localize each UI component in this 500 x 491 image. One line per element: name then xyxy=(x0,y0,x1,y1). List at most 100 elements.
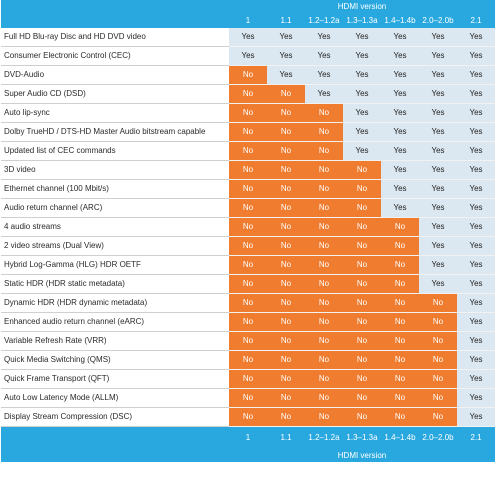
support-cell-yes: Yes xyxy=(457,350,495,370)
support-cell-yes: Yes xyxy=(419,255,457,275)
support-cell-no: No xyxy=(267,198,305,218)
support-cell-yes: Yes xyxy=(457,274,495,294)
support-cell-yes: Yes xyxy=(419,65,457,85)
support-cell-no: No xyxy=(343,407,381,427)
table-row: Consumer Electronic Control (CEC) Yes Yes Y… xyxy=(1,46,495,66)
comparison-table: HDMI version 1 1.1 1.2–1.2a 1.3–1.3a 1.4… xyxy=(1,0,495,462)
support-cell-yes: Yes xyxy=(343,122,381,142)
support-cell-yes: Yes xyxy=(267,65,305,85)
support-cell-no: No xyxy=(343,369,381,389)
support-cell-no: No xyxy=(381,312,419,332)
support-cell-no: No xyxy=(381,369,419,389)
support-cell-yes: Yes xyxy=(305,46,343,66)
support-cell-no: No xyxy=(267,407,305,427)
footer-title: HDMI version xyxy=(229,449,495,462)
version-footer: 1.1 xyxy=(267,426,305,449)
table-row: Full HD Blu-ray Disc and HD DVD video Yes… xyxy=(1,28,495,47)
support-cell-yes: Yes xyxy=(343,28,381,47)
support-cell-no: No xyxy=(267,122,305,142)
support-cell-no: No xyxy=(381,407,419,427)
version-header: 2.1 xyxy=(457,13,495,28)
support-cell-yes: Yes xyxy=(381,122,419,142)
version-footer: 2.1 xyxy=(457,426,495,449)
version-header: 1.3–1.3a xyxy=(343,13,381,28)
support-cell-no: No xyxy=(381,293,419,313)
support-cell-yes: Yes xyxy=(419,84,457,104)
support-cell-yes: Yes xyxy=(457,46,495,66)
support-cell-no: No xyxy=(343,198,381,218)
support-cell-no: No xyxy=(229,84,267,104)
support-cell-no: No xyxy=(381,274,419,294)
feature-label: Enhanced audio return channel (eARC) xyxy=(1,312,229,332)
support-cell-yes: Yes xyxy=(457,65,495,85)
support-cell-yes: Yes xyxy=(343,65,381,85)
support-cell-yes: Yes xyxy=(381,198,419,218)
support-cell-no: No xyxy=(229,407,267,427)
support-cell-no: No xyxy=(381,350,419,370)
feature-label: Ethernet channel (100 Mbit/s) xyxy=(1,179,229,199)
support-cell-no: No xyxy=(305,350,343,370)
support-cell-no: No xyxy=(419,369,457,389)
support-cell-no: No xyxy=(305,388,343,408)
table-row: Quick Frame Transport (QFT) No No No No No No Y… xyxy=(1,369,495,389)
table-row: DVD-Audio No Yes Yes Yes Yes Yes Yes xyxy=(1,65,495,85)
footer-corner xyxy=(1,426,229,449)
table-row: Hybrid Log-Gamma (HLG) HDR OETF No No No No N… xyxy=(1,255,495,275)
support-cell-yes: Yes xyxy=(457,141,495,161)
support-cell-no: No xyxy=(343,274,381,294)
support-cell-yes: Yes xyxy=(457,198,495,218)
support-cell-no: No xyxy=(267,350,305,370)
support-cell-no: No xyxy=(305,369,343,389)
support-cell-no: No xyxy=(267,236,305,256)
table-row: Super Audio CD (DSD) No No Yes Yes Yes Yes Yes xyxy=(1,84,495,104)
support-cell-no: No xyxy=(305,274,343,294)
support-cell-no: No xyxy=(305,103,343,123)
support-cell-yes: Yes xyxy=(419,141,457,161)
feature-label: Auto lip-sync xyxy=(1,103,229,123)
support-cell-no: No xyxy=(229,179,267,199)
version-footer: 2.0–2.0b xyxy=(419,426,457,449)
support-cell-yes: Yes xyxy=(457,369,495,389)
header-title: HDMI version xyxy=(229,0,495,13)
support-cell-yes: Yes xyxy=(457,179,495,199)
support-cell-no: No xyxy=(381,255,419,275)
table-row: Enhanced audio return channel (eARC) No No… xyxy=(1,312,495,332)
version-footer: 1 xyxy=(229,426,267,449)
header-title-row: HDMI version xyxy=(1,0,495,13)
table-row: 4 audio streams No No No No No Yes Yes xyxy=(1,217,495,237)
support-cell-yes: Yes xyxy=(229,28,267,47)
support-cell-yes: Yes xyxy=(305,84,343,104)
feature-label: Hybrid Log-Gamma (HLG) HDR OETF xyxy=(1,255,229,275)
support-cell-no: No xyxy=(229,312,267,332)
feature-label: Quick Frame Transport (QFT) xyxy=(1,369,229,389)
support-cell-no: No xyxy=(305,293,343,313)
table-row: Quick Media Switching (QMS) No No No No No No Y… xyxy=(1,350,495,370)
support-cell-no: No xyxy=(305,217,343,237)
support-cell-no: No xyxy=(381,217,419,237)
support-cell-no: No xyxy=(267,84,305,104)
support-cell-no: No xyxy=(419,407,457,427)
support-cell-no: No xyxy=(381,331,419,351)
support-cell-yes: Yes xyxy=(457,103,495,123)
support-cell-no: No xyxy=(419,350,457,370)
support-cell-no: No xyxy=(267,274,305,294)
support-cell-no: No xyxy=(229,369,267,389)
support-cell-yes: Yes xyxy=(267,46,305,66)
header-corner xyxy=(1,0,229,13)
support-cell-yes: Yes xyxy=(457,312,495,332)
support-cell-no: No xyxy=(343,331,381,351)
feature-label: Static HDR (HDR static metadata) xyxy=(1,274,229,294)
support-cell-no: No xyxy=(267,369,305,389)
support-cell-yes: Yes xyxy=(457,84,495,104)
support-cell-yes: Yes xyxy=(419,217,457,237)
version-header: 2.0–2.0b xyxy=(419,13,457,28)
table-row: 2 video streams (Dual View) No No No No No Yes… xyxy=(1,236,495,256)
version-header: 1.1 xyxy=(267,13,305,28)
support-cell-yes: Yes xyxy=(419,28,457,47)
support-cell-no: No xyxy=(381,388,419,408)
support-cell-no: No xyxy=(305,255,343,275)
support-cell-no: No xyxy=(343,217,381,237)
support-cell-no: No xyxy=(229,65,267,85)
feature-label: DVD-Audio xyxy=(1,65,229,85)
support-cell-no: No xyxy=(305,312,343,332)
